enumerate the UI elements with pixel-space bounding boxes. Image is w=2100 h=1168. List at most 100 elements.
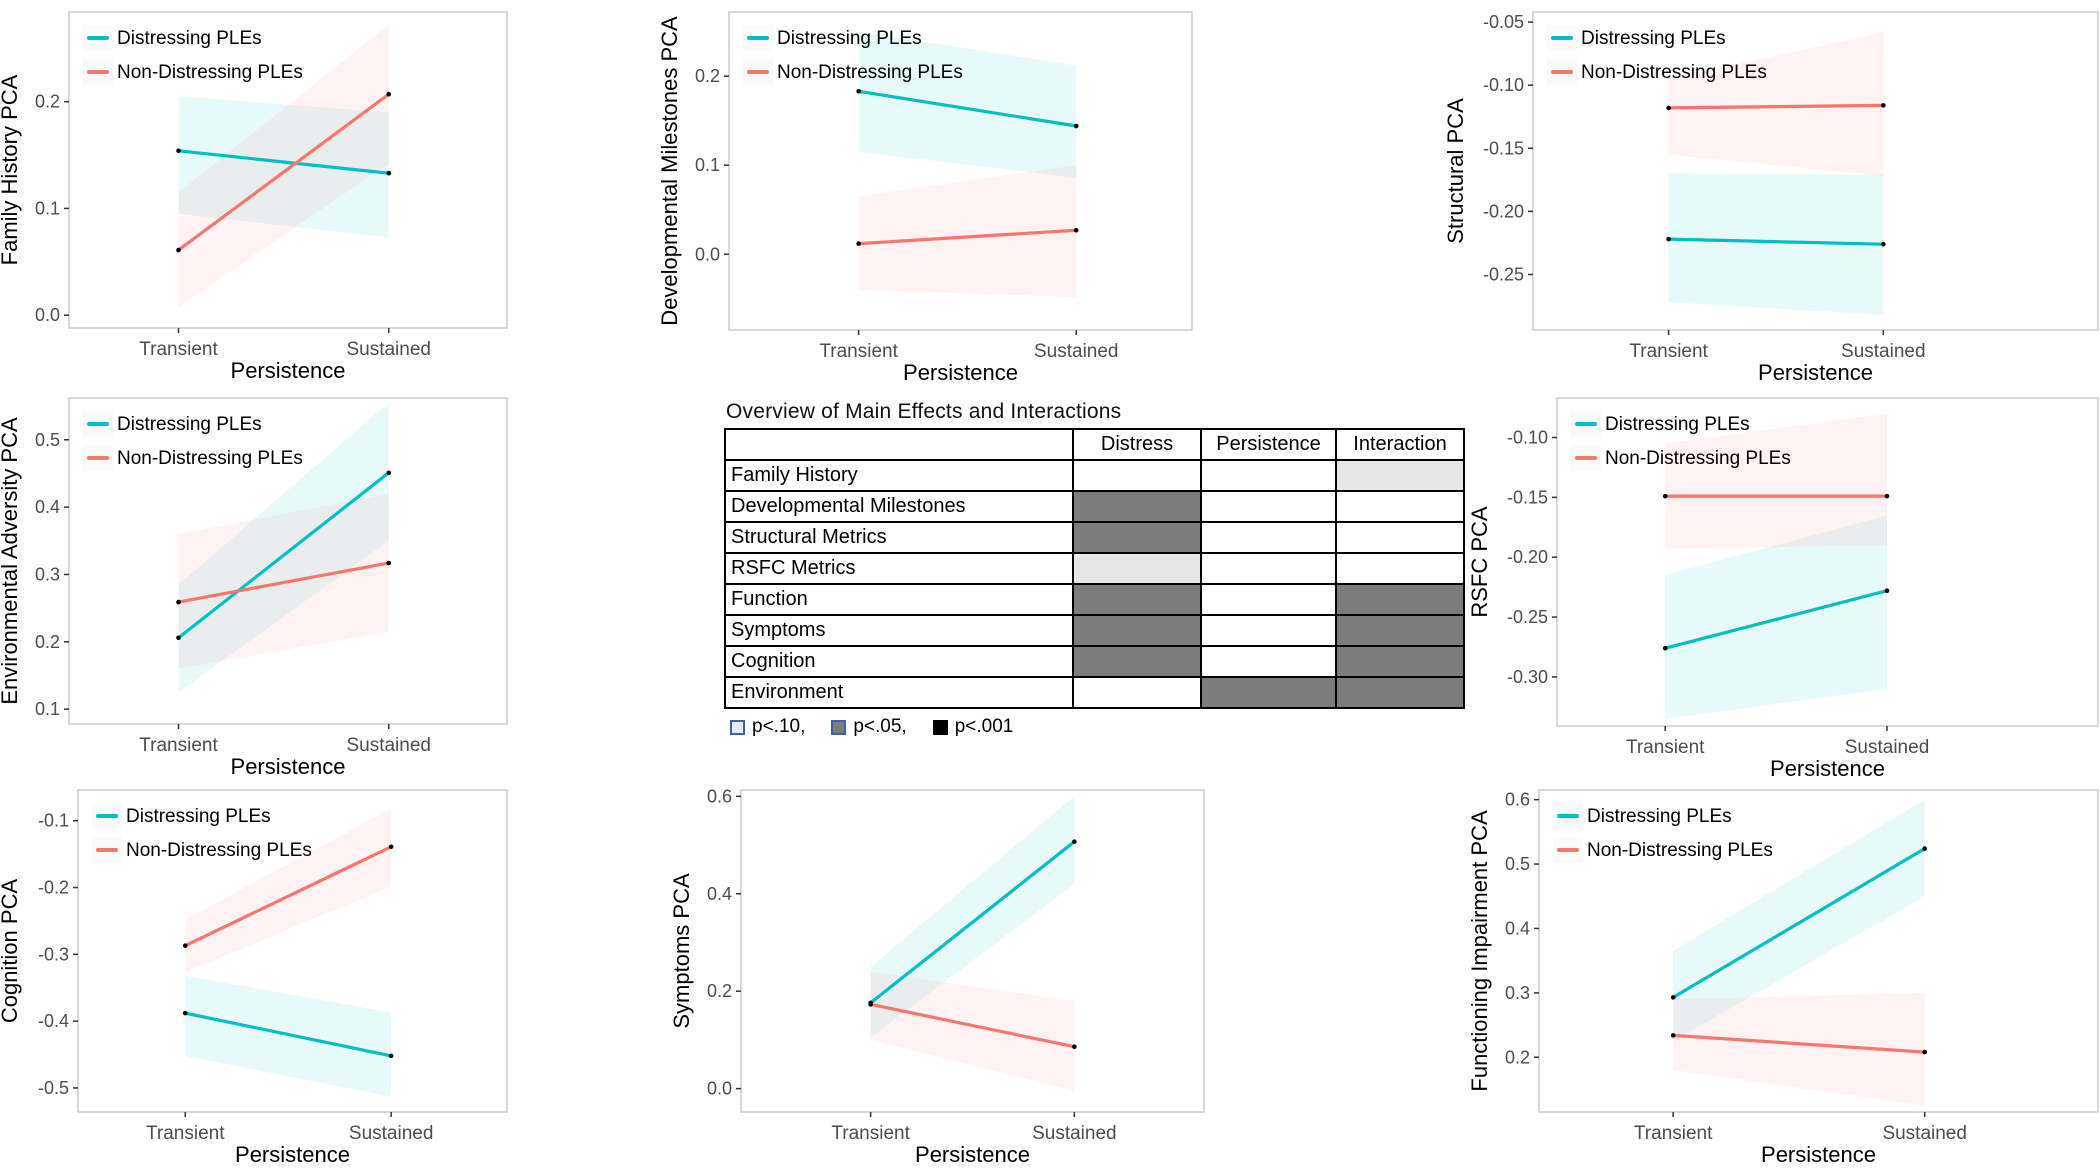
y-tick-label: -0.30 xyxy=(1507,667,1548,687)
data-point xyxy=(1072,839,1077,844)
data-point xyxy=(386,170,392,176)
confidence-band-distress xyxy=(1673,799,1925,1042)
significance-cell-ns xyxy=(1200,645,1337,678)
chart-rsfc-pca: -0.10 -0.15 -0.20 -0.25 -0.30 Transient Sustai… xyxy=(1470,397,2099,781)
panel-border xyxy=(77,789,508,1113)
x-axis-title: Persistence xyxy=(231,754,346,779)
y-axis-title: Developmental Milestones PCA xyxy=(660,16,682,326)
data-point xyxy=(182,1010,188,1016)
legend-label: Non-Distressing PLEs xyxy=(1587,840,1773,861)
data-point xyxy=(182,943,188,948)
data-point xyxy=(1881,103,1886,108)
table-header-row: Distress Persistence Interaction xyxy=(724,428,1465,461)
y-axis-title: Functioning Impairment PCA xyxy=(1470,810,1492,1092)
series-line-nondistress xyxy=(176,561,391,604)
y-tick-label: 0.0 xyxy=(707,1079,732,1099)
column-header-persistence: Persistence xyxy=(1200,428,1337,461)
series-line-distress xyxy=(1671,847,1927,999)
confidence-band-distress xyxy=(185,975,392,1097)
significance-cell-p05 xyxy=(1335,676,1465,709)
effects-table: Distress Persistence Interaction Family His… xyxy=(724,428,1465,709)
plot-area-cognition xyxy=(182,808,394,1097)
significance-cell-p10 xyxy=(1335,459,1465,492)
significance-cell-p05 xyxy=(1335,614,1465,647)
series-line-distress xyxy=(176,149,391,175)
y-tick-label: -0.5 xyxy=(38,1078,69,1098)
y-axis-title: Cognition PCA xyxy=(0,879,22,1024)
y-tick-label: -0.05 xyxy=(1483,12,1524,32)
panel-border xyxy=(68,11,508,329)
plot-area-symptoms xyxy=(868,796,1077,1092)
y-tick-label: 0.6 xyxy=(1505,790,1530,810)
x-tick-label: Transient xyxy=(139,735,218,756)
row-label: Environment xyxy=(724,676,1074,709)
x-tick-label: Transient xyxy=(146,1123,225,1144)
y-axis-title: RSFC PCA xyxy=(1470,506,1492,618)
significance-cell-p05 xyxy=(1072,583,1202,616)
y-tick-label: 0.2 xyxy=(35,92,60,112)
x-tick-label: Transient xyxy=(1626,737,1705,758)
y-axis-title: Structural PCA xyxy=(1446,98,1468,244)
y-tick-label: 0.4 xyxy=(707,884,732,904)
x-tick-label: Transient xyxy=(831,1123,910,1144)
legend-text: p<.10, xyxy=(752,716,806,737)
row-label: Cognition xyxy=(724,645,1074,678)
confidence-band-nondistress xyxy=(870,971,1075,1092)
y-tick-label: 0.3 xyxy=(35,564,60,584)
confidence-band-distress xyxy=(178,402,389,693)
panel-border xyxy=(1532,11,2099,331)
confidence-band-nondistress xyxy=(1668,32,1884,177)
plot-area-family-history xyxy=(176,24,392,307)
table-title: Overview of Main Effects and Interaction… xyxy=(726,400,1122,423)
y-tick-label: -0.1 xyxy=(38,811,69,831)
y-tick-label: -0.10 xyxy=(1507,428,1548,448)
legend-label: Non-Distressing PLEs xyxy=(117,62,303,83)
series-line-nondistress xyxy=(183,845,393,948)
data-point xyxy=(388,1053,394,1059)
data-point xyxy=(1670,1033,1676,1038)
significance-cell-p05 xyxy=(1072,490,1202,523)
legend-label: Distressing PLEs xyxy=(117,28,262,49)
data-point xyxy=(1073,227,1079,233)
panel-border xyxy=(68,397,508,725)
y-tick-label: -0.3 xyxy=(38,944,69,964)
plot-area-functioning-impairment xyxy=(1670,799,1928,1106)
data-point xyxy=(1884,493,1890,499)
significance-cell-p05 xyxy=(1072,614,1202,647)
confidence-band-nondistress xyxy=(1665,413,1888,549)
x-tick-label: Sustained xyxy=(1841,341,1926,362)
x-axis-title: Persistence xyxy=(231,358,346,383)
legend-text: p<.001 xyxy=(954,716,1014,737)
chart-functioning-impairment-pca: 0.2 0.3 0.4 0.5 0.6 Transient Sustained Persist… xyxy=(1470,789,2099,1167)
y-tick-label: 0.1 xyxy=(35,699,60,719)
significance-cell-ns xyxy=(1072,459,1202,492)
y-tick-label: 0.4 xyxy=(1505,918,1530,938)
row-label: Developmental Milestones xyxy=(724,490,1074,523)
column-header-distress: Distress xyxy=(1072,428,1202,461)
legend-label: Non-Distressing PLEs xyxy=(117,448,303,469)
legend-label: Distressing PLEs xyxy=(1587,806,1732,827)
legend-item-p001: p<.001 xyxy=(932,716,1014,738)
y-tick-label: 0.2 xyxy=(1505,1047,1530,1067)
table-row: Function xyxy=(724,583,1465,616)
legend-label: Distressing PLEs xyxy=(126,806,271,827)
x-axis-title: Persistence xyxy=(1761,1142,1876,1167)
y-tick-label: 0.2 xyxy=(695,66,720,86)
significance-cell-ns xyxy=(1200,614,1337,647)
series-line-distress xyxy=(857,89,1078,128)
y-tick-label: -0.10 xyxy=(1483,75,1524,95)
chart-structural-pca: -0.05 -0.10 -0.15 -0.20 -0.25 Transient Sustai… xyxy=(1446,11,2099,385)
legend-label: Distressing PLEs xyxy=(117,414,262,435)
y-tick-label: -0.4 xyxy=(38,1011,69,1031)
legend-square-p001 xyxy=(932,719,948,735)
y-tick-label: 0.5 xyxy=(35,430,60,450)
legend-label: Non-Distressing PLEs xyxy=(777,62,963,83)
legend-label: Distressing PLEs xyxy=(777,28,922,49)
confidence-band-nondistress xyxy=(1673,992,1925,1106)
data-point xyxy=(1662,645,1668,651)
significance-cell-ns xyxy=(1200,521,1337,554)
y-tick-label: -0.20 xyxy=(1507,547,1548,567)
legend-square-p10 xyxy=(730,719,745,735)
